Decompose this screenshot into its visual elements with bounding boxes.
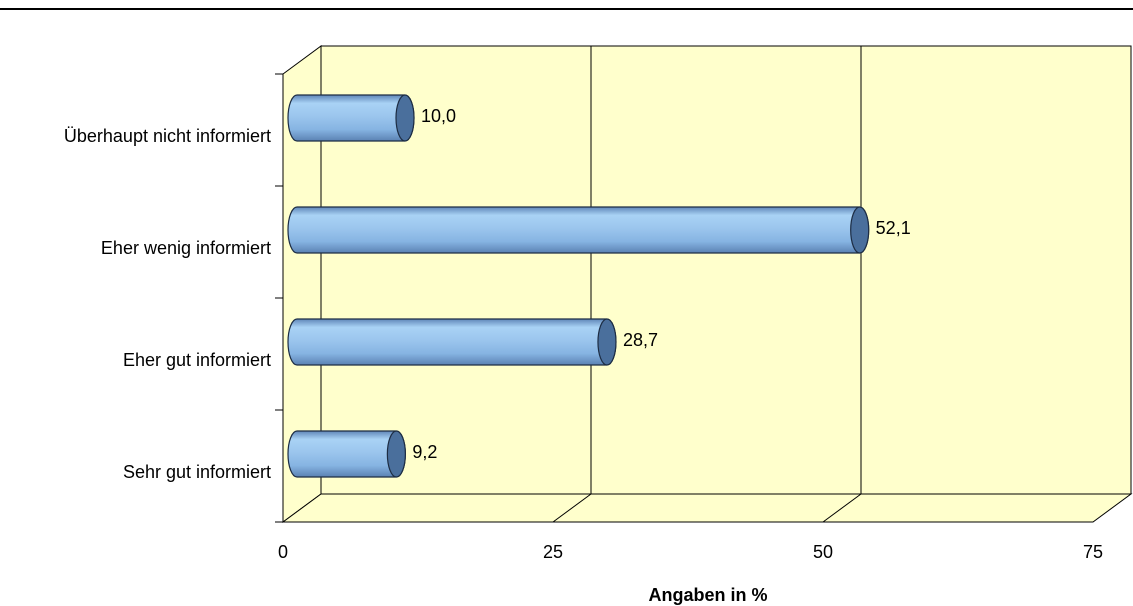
- category-label: Sehr gut informiert: [123, 462, 271, 482]
- bar-cap: [597, 318, 617, 366]
- x-axis-title: Angaben in %: [648, 585, 767, 605]
- floor-gridline: [822, 493, 862, 523]
- data-label: 28,7: [623, 330, 658, 350]
- bar: [287, 206, 870, 254]
- category-label: Eher wenig informiert: [101, 238, 271, 258]
- labels: 0 25 50 75 10,0 Überhaupt nicht informiert 52,…: [64, 106, 1103, 605]
- top-rule: [0, 8, 1133, 10]
- axes: [275, 73, 1093, 523]
- data-label: 10,0: [421, 106, 456, 126]
- data-label: 9,2: [412, 442, 437, 462]
- chart-walls: [281, 45, 1133, 523]
- floor-gridline: [552, 493, 592, 523]
- x-tick-label: 75: [1083, 542, 1103, 562]
- bars: [287, 94, 870, 478]
- category-label: Eher gut informiert: [123, 350, 271, 370]
- back-wall: [320, 45, 1132, 495]
- data-label: 52,1: [876, 218, 911, 238]
- bar-cap: [850, 206, 870, 254]
- floor: [281, 493, 1133, 523]
- x-tick-label: 25: [543, 542, 563, 562]
- x-tick-label: 50: [813, 542, 833, 562]
- bar: [287, 94, 415, 142]
- bar: [287, 318, 617, 366]
- bar-cap: [386, 430, 406, 478]
- bar-cap: [395, 94, 415, 142]
- category-label: Überhaupt nicht informiert: [64, 126, 271, 146]
- x-tick-label: 0: [278, 542, 288, 562]
- gridlines: [552, 46, 862, 523]
